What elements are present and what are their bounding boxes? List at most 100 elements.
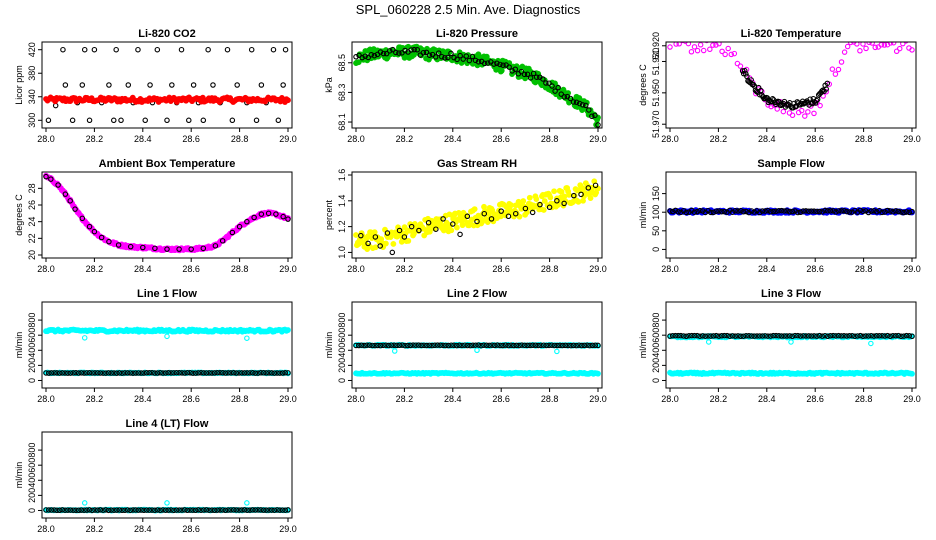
data-point bbox=[200, 245, 207, 252]
data-point bbox=[171, 370, 177, 376]
y-tick-label: 400 bbox=[651, 343, 661, 358]
series-2-5-min-average bbox=[45, 46, 289, 124]
data-point bbox=[423, 49, 430, 56]
series-outliers bbox=[705, 339, 874, 347]
data-point bbox=[252, 507, 259, 513]
data-point bbox=[415, 342, 422, 348]
data-point bbox=[513, 342, 520, 349]
data-point bbox=[705, 333, 711, 339]
data-point bbox=[865, 333, 872, 339]
data-point bbox=[900, 42, 906, 47]
data-point bbox=[578, 191, 584, 198]
y-tick-label: 1.2 bbox=[337, 220, 347, 233]
x-tick-label: 28.8 bbox=[231, 394, 249, 404]
data-point bbox=[827, 208, 834, 214]
series-raw bbox=[43, 94, 291, 105]
data-point bbox=[212, 243, 219, 249]
data-point bbox=[270, 46, 277, 53]
data-point bbox=[773, 208, 779, 215]
data-point bbox=[190, 507, 196, 513]
data-point bbox=[401, 234, 408, 240]
plot-frame bbox=[351, 171, 603, 259]
data-point bbox=[901, 209, 907, 216]
data-point bbox=[222, 370, 229, 376]
data-point bbox=[708, 209, 714, 216]
data-point bbox=[784, 333, 790, 339]
data-point bbox=[524, 342, 531, 349]
data-point bbox=[368, 51, 375, 58]
y-tick-label: 26 bbox=[27, 200, 37, 210]
data-point bbox=[192, 507, 199, 514]
data-point bbox=[396, 342, 403, 349]
y-tick-label: 200 bbox=[27, 358, 37, 373]
data-point bbox=[522, 205, 529, 212]
data-point bbox=[843, 333, 850, 339]
data-point bbox=[469, 53, 476, 60]
data-point bbox=[391, 342, 397, 349]
data-point bbox=[705, 339, 712, 345]
data-point bbox=[252, 370, 259, 376]
x-tick-label: 28.8 bbox=[541, 264, 559, 274]
data-point bbox=[470, 342, 476, 349]
data-point bbox=[872, 44, 878, 51]
y-tick-label: 0 bbox=[337, 378, 347, 383]
data-point bbox=[879, 333, 885, 339]
data-point bbox=[125, 82, 132, 88]
data-point bbox=[802, 113, 808, 119]
data-point bbox=[906, 333, 913, 339]
x-tick-label: 29.0 bbox=[279, 264, 297, 274]
data-point bbox=[797, 209, 804, 216]
data-point bbox=[371, 229, 378, 236]
data-point bbox=[795, 209, 801, 216]
data-point bbox=[737, 207, 744, 214]
y-tick-label: 1.4 bbox=[337, 195, 347, 208]
data-point bbox=[152, 370, 158, 376]
x-tick-label: 28.8 bbox=[541, 394, 559, 404]
data-point bbox=[767, 333, 774, 339]
chart-panel-licortemp: Li-820 Temperature 28.0 28.2 28.4 28.6 28.8 29… bbox=[638, 28, 921, 144]
x-tick-label: 28.8 bbox=[231, 264, 249, 274]
data-point bbox=[592, 182, 599, 189]
x-tick-label: 28.6 bbox=[182, 524, 200, 534]
data-point bbox=[206, 507, 212, 513]
data-point bbox=[244, 500, 250, 506]
plot-area bbox=[353, 43, 601, 128]
data-point bbox=[43, 173, 49, 180]
data-point bbox=[164, 117, 170, 124]
data-point bbox=[576, 342, 582, 348]
series-2-5-min-average bbox=[43, 507, 291, 514]
data-point bbox=[819, 88, 825, 94]
data-point bbox=[474, 218, 480, 225]
data-point bbox=[225, 507, 231, 513]
data-point bbox=[394, 342, 400, 349]
plot-frame bbox=[41, 301, 293, 389]
series-2-5-min-average bbox=[353, 342, 601, 349]
data-point bbox=[567, 95, 574, 102]
data-point bbox=[778, 207, 785, 214]
data-point bbox=[881, 42, 888, 48]
series-2-5-min-average bbox=[739, 67, 831, 111]
plot-frame bbox=[41, 41, 293, 129]
data-point bbox=[154, 507, 161, 513]
data-point bbox=[817, 102, 823, 109]
data-point bbox=[898, 333, 904, 340]
data-point bbox=[113, 507, 120, 513]
data-point bbox=[224, 46, 231, 53]
data-point bbox=[225, 370, 231, 376]
data-point bbox=[873, 209, 880, 215]
data-point bbox=[138, 507, 144, 513]
data-point bbox=[285, 216, 291, 222]
data-point bbox=[792, 332, 798, 339]
data-point bbox=[849, 209, 855, 215]
data-point bbox=[418, 342, 425, 349]
series-raw-low bbox=[667, 369, 915, 377]
series-2-5-min-average bbox=[43, 369, 291, 376]
data-point bbox=[521, 71, 528, 78]
data-point bbox=[249, 370, 256, 376]
data-point bbox=[740, 70, 747, 77]
data-point bbox=[233, 370, 240, 376]
data-point bbox=[86, 507, 93, 513]
data-point bbox=[273, 211, 279, 217]
figure-title: SPL_060228 2.5 Min. Ave. Diagnostics bbox=[356, 2, 581, 17]
data-point bbox=[860, 42, 866, 47]
